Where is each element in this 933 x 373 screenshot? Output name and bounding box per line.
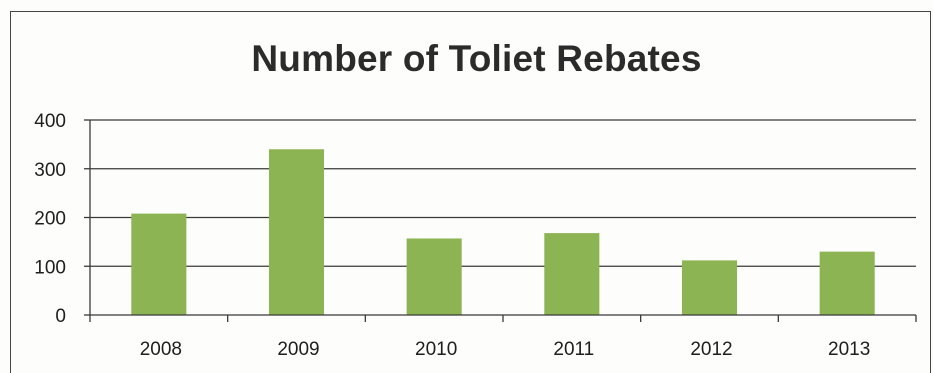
bar-2008: [131, 213, 187, 315]
x-tick-label: 2010: [415, 339, 457, 360]
bars: [131, 149, 875, 315]
x-tick-label: 2012: [690, 339, 732, 360]
x-tick-label: 2008: [140, 339, 182, 360]
chart-title: Number of Toliet Rebates: [251, 38, 702, 79]
x-tick-label: 2009: [277, 339, 319, 360]
y-tick-label: 0: [55, 306, 66, 327]
y-tick-label: 100: [34, 257, 66, 278]
bar-2010: [406, 238, 462, 315]
bar-2012: [681, 260, 738, 315]
axes: [84, 119, 917, 322]
bar-2009: [268, 149, 325, 315]
y-tick-label: 400: [34, 111, 66, 132]
gridlines: [90, 119, 916, 267]
y-tick-label: 200: [34, 209, 66, 230]
bar-2011: [544, 233, 600, 315]
x-tick-label: 2013: [828, 339, 870, 360]
bar-2013: [819, 251, 875, 315]
x-tick-label: 2011: [553, 339, 594, 360]
tick-labels: 0 100 200 300 400 2008 2009 2010 2011 2012 2013: [34, 111, 870, 360]
y-tick-label: 300: [34, 160, 66, 181]
